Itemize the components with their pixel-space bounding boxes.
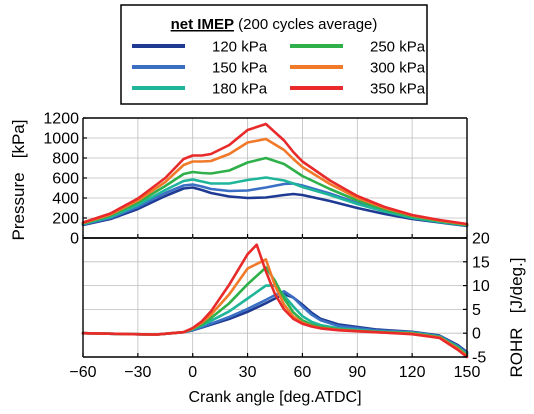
pressure-series-6 [81,122,469,226]
legend-label-6: 350 kPa [370,81,426,98]
rohr-tick-label: -5 [472,350,486,367]
x-tick-label: 90 [348,364,366,381]
pressure-tick-label: 200 [52,211,79,228]
x-tick-label: 150 [454,364,481,381]
x-tick-label: 60 [294,364,312,381]
rohr-tick-label: 10 [472,278,490,295]
x-tick-label: 0 [188,364,197,381]
rohr-axis-label: ROHR [J/deg.] [507,258,526,378]
x-axis-label: Crank angle [deg.ATDC] [188,389,361,406]
rohr-series-1 [81,292,469,354]
legend-label-5: 300 kPa [370,60,426,77]
rohr-tick-label: 5 [472,302,481,319]
legend-title-bold: net IMEP [171,16,234,33]
pressure-tick-label: 1000 [43,131,79,148]
rohr-tick-label: 0 [472,326,481,343]
pressure-series-5 [81,137,469,226]
legend-items: 120 kPa 150 kPa 180 kPa 250 kPa 300 kPa 350 k… [132,39,426,98]
pressure-axis-label: Pressure [kPa] [9,120,28,241]
pressure-series-4 [81,156,469,227]
legend-title: net IMEP (200 cycles average) [171,16,378,33]
pressure-tick-label: 400 [52,191,79,208]
rohr-series-2 [81,289,469,355]
pressure-tick-label: 1200 [43,111,79,128]
legend-label-4: 250 kPa [370,39,426,56]
pressure-panel: 0 200 400 600 800 1000 1200 Pressure [kPa] [9,111,469,248]
pressure-tick-label: 600 [52,171,79,188]
rohr-panel: -5 0 5 10 15 20 −60 −30 0 30 60 90 120 150 ROHR [J/deg… [69,231,526,407]
rohr-tick-label: 15 [472,254,490,271]
x-tick-label: −30 [124,364,151,381]
legend-label-2: 150 kPa [212,60,268,77]
rohr-tick-label: 20 [472,231,490,248]
pressure-series-3 [81,176,469,227]
legend-title-rest: (200 cycles average) [234,16,377,33]
pressure-tick-label: 800 [52,151,79,168]
legend-label-3: 180 kPa [212,81,268,98]
x-tick-label: 120 [399,364,426,381]
x-tick-label: −60 [69,364,96,381]
rohr-series-4 [81,266,469,357]
pressure-tick-label: 0 [70,231,79,248]
pressure-series-1 [81,186,469,228]
rohr-series-6 [81,243,469,359]
legend: net IMEP (200 cycles average) 120 kPa 150… [120,4,428,105]
legend-label-1: 120 kPa [212,39,268,56]
rohr-series-5 [81,258,469,358]
x-tick-label: 30 [239,364,257,381]
